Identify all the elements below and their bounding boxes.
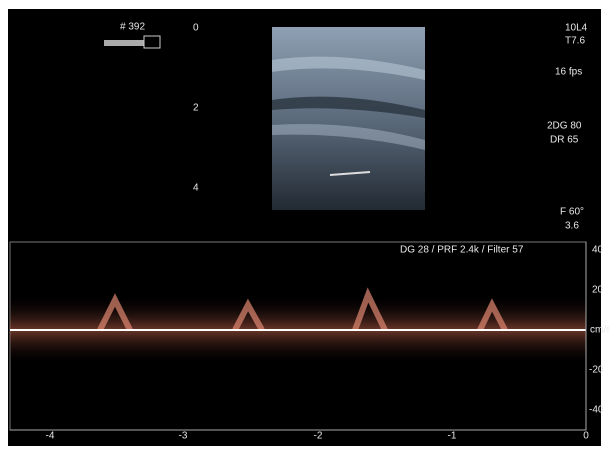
probe: 10L4 [565, 23, 588, 34]
ultrasound-screen: # 392 10L4 T7.6 16 fps 2DG 80 DR 65 F 60… [0, 0, 609, 453]
frequency: F 60° [560, 207, 584, 218]
depth: 3.6 [565, 221, 579, 232]
b-mode-image [272, 27, 425, 210]
depth-label: 4 [193, 183, 199, 194]
velocity-label: 20 [592, 285, 604, 296]
velocity-label: 40 [592, 245, 604, 256]
time-label: -1 [448, 431, 457, 442]
depth-label: 2 [193, 103, 199, 114]
velocity-label: -20 [589, 365, 604, 376]
dynamic-range: DR 65 [550, 135, 579, 146]
mi: T7.6 [565, 36, 585, 47]
time-label: 0 [583, 431, 589, 442]
time-label: -4 [46, 431, 55, 442]
frame-number: # 392 [120, 22, 145, 33]
depth-label: 0 [193, 23, 199, 34]
fps: 16 fps [555, 67, 582, 78]
doppler-settings: DG 28 / PRF 2.4k / Filter 57 [400, 245, 524, 256]
time-label: -3 [179, 431, 188, 442]
time-label: -2 [314, 431, 323, 442]
frame-slider [104, 40, 144, 46]
velocity-unit: cm/s [590, 325, 609, 336]
gain: 2DG 80 [547, 121, 582, 132]
velocity-label: -40 [589, 405, 604, 416]
